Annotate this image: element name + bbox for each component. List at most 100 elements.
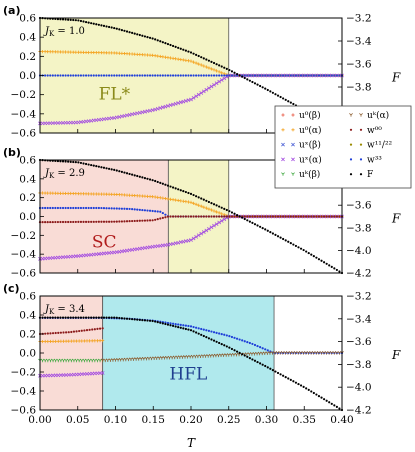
data-point	[218, 64, 221, 67]
data-point	[312, 391, 315, 395]
data-point	[230, 70, 234, 73]
y-tick-label: 0.2	[19, 51, 36, 63]
data-point	[177, 46, 180, 49]
data-point	[220, 343, 223, 346]
data-point	[128, 220, 131, 223]
data-point	[120, 220, 123, 223]
data-point	[151, 37, 154, 40]
data-point	[164, 216, 167, 219]
data-point	[207, 200, 211, 204]
data-point	[220, 333, 223, 336]
data-point	[123, 207, 126, 210]
data-point	[69, 206, 72, 210]
data-point	[67, 206, 70, 210]
data-point	[95, 74, 98, 77]
data-point	[197, 54, 200, 58]
data-point	[90, 163, 93, 167]
data-point	[61, 74, 65, 77]
data-point	[59, 331, 62, 334]
data-point	[269, 231, 272, 234]
data-point	[143, 35, 147, 38]
data-point	[214, 222, 219, 226]
data-point	[310, 390, 313, 393]
data-point	[189, 329, 193, 332]
data-point	[204, 206, 208, 210]
data-point	[113, 74, 116, 77]
data-point	[276, 371, 280, 375]
data-point	[322, 261, 326, 264]
data-point	[113, 26, 116, 30]
x-tick-label: 0.20	[179, 414, 202, 426]
data-point	[146, 74, 149, 77]
data-point	[182, 74, 185, 77]
data-point	[120, 29, 123, 32]
data-point	[235, 213, 239, 217]
data-point	[146, 177, 149, 180]
data-point	[204, 87, 209, 92]
data-point	[108, 74, 111, 77]
data-point	[207, 215, 211, 218]
data-point	[322, 74, 326, 77]
data-point	[192, 193, 195, 197]
data-point	[317, 215, 321, 218]
legend-marker	[281, 113, 285, 117]
data-point	[284, 215, 287, 218]
data-point	[307, 215, 310, 218]
data-point	[261, 74, 264, 77]
y-right-tick-label: −3.8	[346, 359, 372, 371]
data-point	[201, 230, 206, 234]
data-point	[171, 186, 175, 189]
data-point	[179, 323, 182, 326]
y-right-tick-label: −3.8	[346, 222, 372, 234]
data-point	[51, 316, 54, 319]
data-point	[72, 316, 75, 319]
data-point	[151, 209, 154, 213]
data-point	[187, 74, 190, 77]
data-point	[125, 220, 129, 223]
data-point	[279, 74, 282, 77]
data-point	[74, 74, 77, 77]
data-point	[261, 227, 264, 230]
data-point	[219, 219, 224, 223]
data-point	[161, 216, 164, 219]
data-point	[259, 84, 262, 88]
data-point	[317, 258, 321, 261]
data-point	[72, 330, 76, 333]
data-point	[156, 74, 159, 77]
data-point	[328, 215, 331, 218]
data-point	[328, 401, 331, 404]
data-point	[105, 316, 108, 319]
data-point	[173, 101, 178, 106]
data-point	[141, 208, 144, 212]
data-point	[248, 215, 251, 218]
data-point	[79, 316, 83, 319]
data-point	[238, 215, 241, 218]
data-point	[315, 256, 318, 259]
data-point	[246, 219, 249, 222]
legend-marker	[359, 143, 363, 146]
y-right-tick-label: −3.2	[346, 13, 372, 25]
data-point	[192, 215, 195, 218]
data-point	[92, 206, 95, 210]
data-point	[110, 207, 113, 210]
data-point	[207, 86, 211, 90]
data-point	[95, 220, 98, 223]
data-point	[338, 407, 341, 410]
data-point	[61, 18, 65, 21]
data-point	[259, 215, 262, 218]
data-point	[204, 228, 209, 233]
data-point	[97, 165, 100, 168]
data-point	[49, 74, 52, 77]
data-point	[146, 319, 149, 322]
data-point	[205, 58, 208, 61]
data-point	[138, 219, 141, 222]
data-point	[269, 74, 272, 77]
data-point	[154, 179, 157, 183]
data-point	[115, 169, 118, 172]
data-point	[82, 162, 85, 165]
data-point	[108, 220, 111, 223]
data-point	[69, 18, 72, 21]
y-right-tick-label: −4.0	[346, 382, 372, 394]
data-point	[315, 215, 318, 218]
data-point	[248, 220, 251, 223]
